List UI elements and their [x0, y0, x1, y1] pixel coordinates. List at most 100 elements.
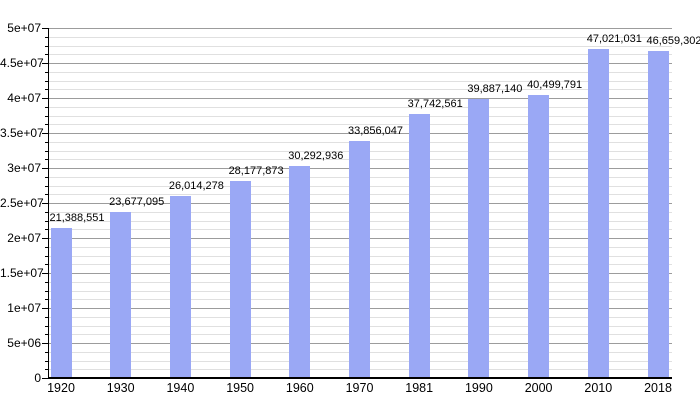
population-bar	[587, 48, 609, 377]
y-axis-minor-tick	[45, 334, 49, 336]
y-axis-minor-tick	[45, 141, 49, 143]
y-axis-major-tick	[42, 168, 49, 169]
y-axis-minor-tick	[45, 220, 49, 222]
y-axis-minor-tick	[45, 89, 49, 91]
population-bar	[169, 195, 191, 377]
y-axis-line	[47, 28, 49, 379]
y-axis-major-tick	[42, 98, 49, 99]
y-axis-tick-label: 3.5e+07	[0, 126, 44, 140]
y-axis-major-tick	[42, 28, 49, 29]
y-axis-minor-tick	[45, 71, 49, 73]
bar-value-label: 39,887,140	[467, 82, 523, 95]
y-axis-minor-tick	[45, 369, 49, 371]
x-axis-tick-label: 1960	[285, 381, 314, 395]
y-axis-major-tick	[42, 273, 49, 274]
bar-value-label: 26,014,278	[168, 179, 224, 192]
major-gridline	[48, 63, 672, 64]
y-axis-tick-label: 3e+07	[7, 161, 41, 175]
y-axis-major-tick	[42, 203, 49, 204]
y-axis-minor-tick	[45, 290, 49, 292]
y-axis-minor-tick	[45, 325, 49, 327]
y-axis-major-tick	[42, 238, 49, 239]
y-axis-minor-tick	[45, 316, 49, 318]
population-bar	[289, 165, 311, 377]
major-gridline	[48, 98, 672, 99]
y-axis-minor-tick	[45, 124, 49, 126]
y-axis-tick-label: 0	[34, 371, 41, 385]
minor-gridline	[48, 89, 672, 91]
x-axis-tick-label: 1950	[226, 381, 254, 395]
x-axis-tick-label: 1990	[464, 381, 493, 395]
y-axis-tick-label: 5e+07	[7, 21, 41, 35]
population-bar	[647, 51, 669, 377]
x-axis-tick-label: 2018	[644, 381, 672, 395]
y-axis-minor-tick	[45, 185, 49, 187]
major-gridline	[48, 28, 672, 29]
x-axis-line	[47, 377, 672, 379]
y-axis-minor-tick	[45, 211, 49, 213]
x-axis-tick-label: 1930	[106, 381, 135, 395]
y-axis-minor-tick	[45, 106, 49, 108]
x-axis-tick-label: 1981	[405, 381, 434, 395]
y-axis-minor-tick	[45, 246, 49, 248]
y-axis-tick-label: 1e+07	[7, 301, 41, 315]
major-gridline	[48, 133, 672, 134]
bar-value-label: 28,177,873	[228, 164, 284, 177]
y-axis-tick-label: 2e+07	[7, 231, 41, 245]
y-axis-minor-tick	[45, 194, 49, 196]
minor-gridline	[48, 54, 672, 56]
population-bar	[468, 98, 490, 377]
y-axis-minor-tick	[45, 351, 49, 353]
y-axis-major-tick	[42, 63, 49, 64]
y-axis-major-tick	[42, 308, 49, 309]
y-axis-tick-label: 4e+07	[7, 91, 41, 105]
bar-value-label: 21,388,551	[49, 212, 105, 225]
minor-gridline	[48, 45, 672, 47]
y-axis-major-tick	[42, 343, 49, 344]
population-bar	[528, 94, 550, 377]
y-axis-tick-label: 1.5e+07	[0, 266, 44, 280]
minor-gridline	[48, 36, 672, 38]
bar-value-label: 47,021,031	[586, 32, 642, 45]
population-bar	[110, 212, 132, 377]
bar-value-label: 40,499,791	[527, 78, 583, 91]
y-axis-minor-tick	[45, 299, 49, 301]
population-bar	[229, 180, 251, 377]
population-bar	[50, 228, 72, 377]
population-bar	[408, 113, 430, 377]
y-axis-minor-tick	[45, 229, 49, 231]
bar-value-label: 37,742,561	[407, 97, 463, 110]
x-axis-tick-label: 1940	[166, 381, 195, 395]
minor-gridline	[48, 106, 672, 108]
y-axis-tick-label: 2.5e+07	[0, 196, 44, 210]
y-axis-tick-label: 4.5e+07	[0, 56, 44, 70]
y-axis-minor-tick	[45, 54, 49, 56]
y-axis-minor-tick	[45, 80, 49, 82]
y-axis-minor-tick	[45, 281, 49, 283]
y-axis-minor-tick	[45, 36, 49, 38]
x-axis-tick-label: 2000	[524, 381, 553, 395]
y-axis-major-tick	[42, 378, 49, 379]
bar-value-label: 30,292,936	[288, 149, 344, 162]
minor-gridline	[48, 115, 672, 117]
y-axis-tick-label: 5e+06	[7, 336, 41, 350]
y-axis-minor-tick	[45, 150, 49, 152]
y-axis-minor-tick	[45, 45, 49, 47]
bar-value-label: 33,856,047	[347, 125, 404, 137]
minor-gridline	[48, 124, 672, 126]
minor-gridline	[48, 71, 672, 73]
y-axis-minor-tick	[45, 264, 49, 266]
x-axis-tick-label: 1970	[345, 381, 374, 395]
x-axis-tick-label: 2010	[584, 381, 613, 395]
y-axis-minor-tick	[45, 255, 49, 257]
population-bar	[349, 141, 370, 377]
y-axis-minor-tick	[45, 360, 49, 362]
x-axis-tick-label: 1920	[47, 381, 75, 395]
y-axis-minor-tick	[45, 115, 49, 117]
minor-gridline	[48, 80, 672, 82]
y-axis-minor-tick	[45, 159, 49, 161]
y-axis-minor-tick	[45, 176, 49, 178]
y-axis-major-tick	[42, 133, 49, 134]
